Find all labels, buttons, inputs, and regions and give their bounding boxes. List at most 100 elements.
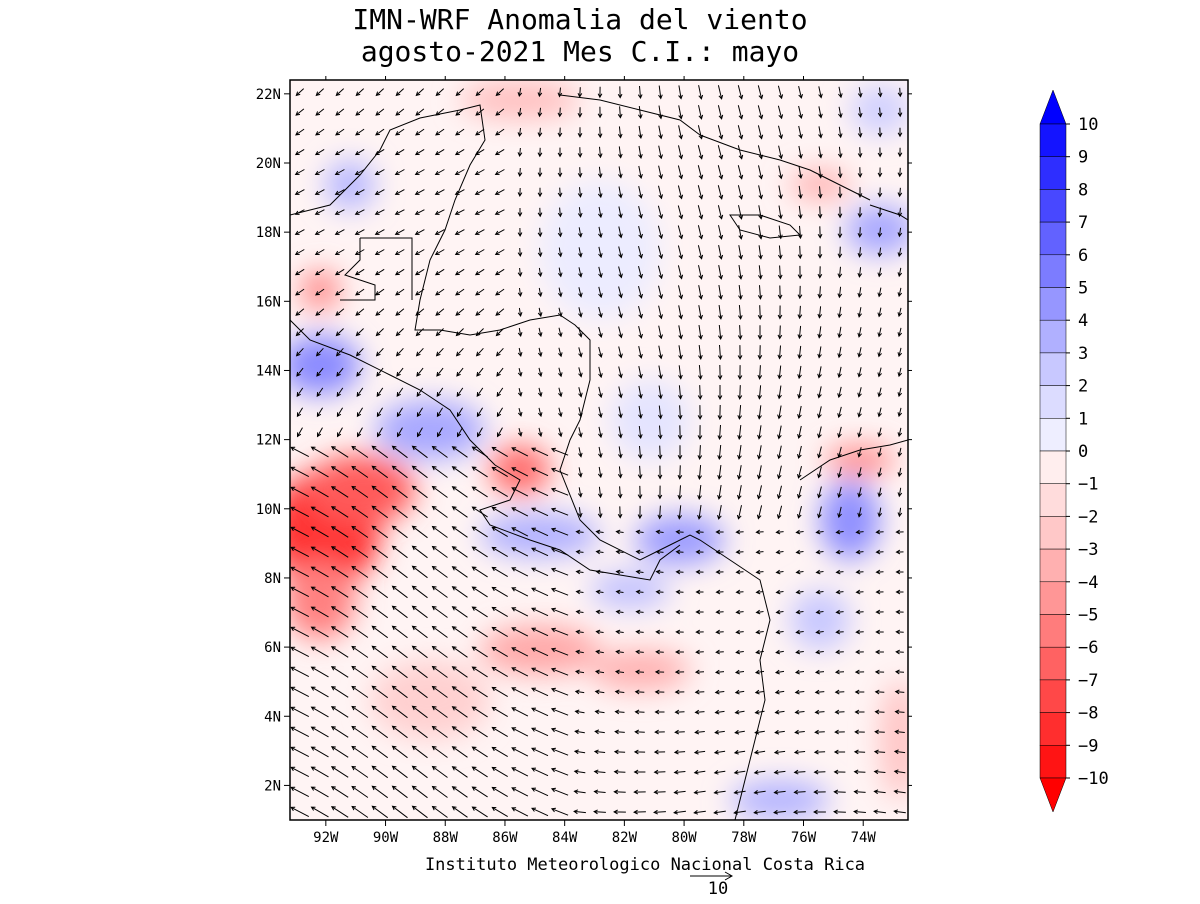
- wind-arrow: [837, 246, 843, 259]
- wind-arrow: [833, 789, 846, 795]
- wind-arrow: [575, 649, 584, 655]
- wind-arrow: [375, 288, 385, 296]
- wind-arrow: [618, 386, 623, 399]
- wind-arrow: [677, 405, 683, 420]
- wind-arrow: [455, 347, 464, 357]
- wind-arrow: [471, 766, 488, 778]
- wind-arrow: [310, 806, 329, 818]
- wind-arrow: [877, 87, 883, 98]
- wind-arrow: [674, 729, 685, 735]
- wind-arrow: [355, 88, 365, 97]
- wind-arrow: [637, 445, 643, 460]
- wind-arrow: [755, 649, 764, 655]
- wind-arrow: [371, 705, 388, 719]
- wind-arrow: [798, 165, 803, 180]
- colorbar-label: 10: [1078, 115, 1098, 135]
- wind-arrow: [558, 407, 563, 418]
- wind-arrow: [657, 465, 663, 480]
- wind-arrow: [837, 186, 843, 199]
- wind-arrow: [877, 287, 883, 298]
- wind-arrow: [394, 148, 405, 156]
- wind-arrow: [354, 169, 365, 176]
- wind-arrow: [634, 669, 645, 675]
- wind-arrow: [635, 569, 644, 575]
- wind-arrow: [738, 285, 743, 300]
- wind-arrow: [835, 549, 844, 555]
- wind-arrow: [678, 365, 683, 380]
- wind-arrow: [431, 545, 448, 558]
- wind-arrow: [294, 169, 305, 176]
- wind-arrow: [351, 485, 369, 498]
- wind-arrow: [391, 565, 408, 579]
- wind-arrow: [777, 105, 784, 120]
- wind-arrow: [837, 206, 843, 219]
- wind-arrow: [375, 328, 384, 337]
- wind-arrow: [638, 265, 643, 279]
- wind-arrow: [531, 467, 549, 477]
- wind-arrow: [577, 167, 583, 178]
- wind-arrow: [434, 189, 445, 195]
- wind-arrow: [414, 189, 425, 195]
- wind-arrow: [517, 387, 523, 397]
- wind-arrow: [837, 266, 843, 279]
- colorbar-swatch: [1039, 614, 1067, 648]
- wind-arrow: [557, 287, 563, 298]
- wind-arrow: [371, 505, 388, 519]
- wind-arrow: [598, 246, 603, 259]
- wind-arrow: [475, 128, 485, 136]
- wind-arrow: [578, 287, 583, 298]
- wind-arrow: [633, 789, 646, 795]
- wind-arrow: [374, 209, 385, 215]
- wind-arrow: [894, 669, 905, 675]
- wind-arrow: [735, 609, 744, 615]
- wind-arrow: [314, 169, 325, 176]
- wind-arrow: [857, 167, 863, 178]
- wind-arrow: [451, 706, 468, 718]
- wind-arrow: [394, 268, 405, 276]
- wind-arrow: [618, 326, 623, 339]
- wind-arrow: [436, 427, 443, 438]
- wind-arrow: [897, 247, 903, 258]
- wind-arrow: [854, 669, 865, 675]
- wind-arrow: [717, 145, 724, 160]
- wind-arrow: [334, 148, 345, 156]
- wind-arrow: [314, 148, 325, 156]
- wind-arrow: [737, 85, 744, 100]
- wind-arrow: [837, 166, 843, 179]
- wind-arrow: [877, 327, 882, 338]
- wind-arrow: [717, 344, 723, 361]
- wind-arrow: [456, 407, 464, 418]
- wind-arrow: [775, 649, 784, 655]
- wind-arrow: [354, 209, 365, 215]
- wind-arrow: [675, 569, 684, 575]
- wind-arrow: [471, 606, 488, 618]
- wind-arrow: [315, 128, 325, 136]
- wind-arrow: [471, 466, 488, 478]
- wind-arrow: [371, 765, 388, 779]
- wind-arrow: [451, 466, 468, 478]
- wind-arrow: [817, 246, 823, 259]
- y-tick-label: 10N: [256, 502, 281, 518]
- wind-arrow: [653, 809, 666, 815]
- wind-arrow: [894, 729, 905, 735]
- wind-arrow: [474, 249, 485, 256]
- wind-arrow: [815, 569, 824, 575]
- wind-arrow: [753, 749, 766, 755]
- wind-arrow: [371, 725, 388, 739]
- wind-arrow: [295, 88, 305, 97]
- wind-arrow: [550, 547, 569, 556]
- wind-arrow: [558, 387, 563, 398]
- wind-arrow: [550, 807, 569, 816]
- wind-arrow: [657, 405, 663, 420]
- wind-arrow: [618, 186, 623, 199]
- wind-arrow: [494, 268, 505, 276]
- x-tick-label: 78W: [731, 830, 757, 846]
- wind-arrow: [857, 187, 863, 198]
- wind-arrow: [857, 147, 863, 158]
- wind-arrow: [678, 345, 683, 360]
- wind-arrow: [375, 308, 385, 316]
- wind-arrow: [757, 105, 764, 120]
- wind-arrow: [475, 288, 485, 296]
- wind-arrow: [773, 789, 786, 795]
- wind-arrow: [895, 649, 904, 655]
